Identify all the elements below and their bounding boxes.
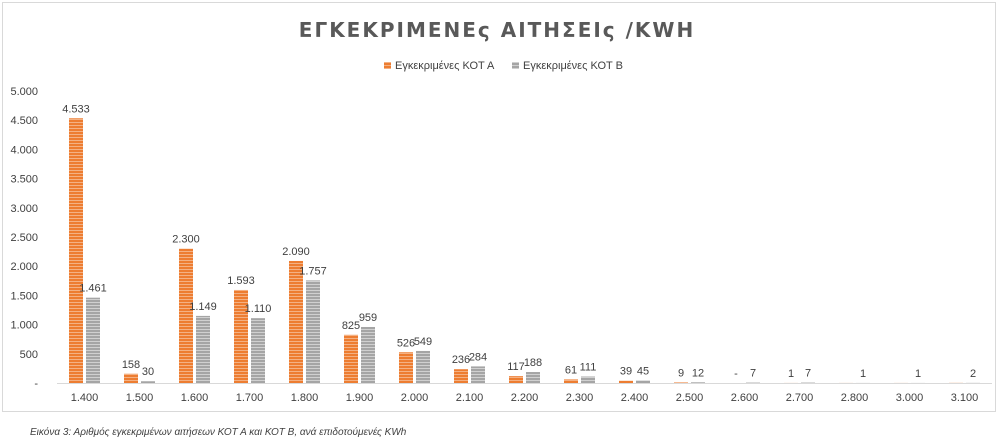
bar-series-b	[141, 381, 155, 383]
chart-frame	[2, 2, 996, 412]
x-axis: 1.400 1.500 1.600 1.700 1.800 1.900 2.000 2.100…	[57, 383, 992, 404]
x-tick-label: 1.600	[181, 392, 209, 404]
y-tick-label: -	[34, 378, 38, 390]
data-label-series-b: 7	[805, 368, 811, 380]
y-tick-label: 1.500	[10, 290, 38, 302]
bar-series-b	[636, 380, 650, 383]
bar-series-b	[416, 350, 430, 383]
bar-series-b	[471, 366, 485, 383]
data-label-series-a: 39	[620, 366, 632, 378]
bar-series-b	[691, 382, 705, 383]
x-tick-label: 1.900	[346, 392, 374, 404]
data-label-series-b: 7	[750, 368, 756, 380]
x-tick-label: 2.800	[841, 392, 869, 404]
data-label-series-b: 45	[637, 365, 649, 377]
x-tick-label: 1.400	[71, 392, 99, 404]
bar-series-a	[454, 369, 468, 383]
data-label-series-b: 1	[915, 368, 921, 380]
y-tick-label: 2.500	[10, 232, 38, 244]
y-tick-label: 4.000	[10, 144, 38, 156]
data-label-series-b: 1	[860, 368, 866, 380]
y-tick-label: 4.500	[10, 115, 38, 127]
data-label-series-b: 1.757	[299, 265, 327, 277]
y-tick-label: 3.000	[10, 203, 38, 215]
data-label-series-a: 1	[788, 368, 794, 380]
data-label-series-a: 526	[397, 337, 415, 349]
x-tick-label: 2.300	[566, 392, 594, 404]
data-label-series-a: 2.300	[172, 234, 200, 246]
bar-series-b	[196, 315, 210, 383]
data-label-series-b: 30	[142, 366, 154, 378]
x-tick-label: 1.500	[126, 392, 154, 404]
y-axis: - 500 1.000 1.500 2.000 2.500 3.000 3.500 4.000 4…	[10, 86, 38, 390]
data-label-series-b: 2	[970, 368, 976, 380]
bar-series-b	[306, 280, 320, 383]
bar-series-a	[674, 382, 688, 383]
legend-label-series-a: Εγκεκριμένες ΚΟΤ Α	[395, 60, 495, 72]
x-tick-label: 2.200	[511, 392, 539, 404]
x-tick-label: 2.100	[456, 392, 484, 404]
y-tick-label: 3.500	[10, 174, 38, 186]
chart-title: ΕΓΚΕΚΡΙΜΕΝΕς ΑΙΤΗΣΕΙς /KWH	[299, 18, 695, 42]
data-label-series-b: 549	[414, 336, 432, 348]
bar-series-a	[399, 352, 413, 383]
bar-series-b	[251, 318, 265, 383]
y-tick-label: 5.000	[10, 86, 38, 98]
x-tick-label: 2.500	[676, 392, 704, 404]
data-label-series-b: 1.461	[79, 283, 107, 295]
bar-series-a	[619, 380, 633, 383]
data-label-series-a: -	[734, 368, 738, 380]
bar-series-a	[124, 373, 138, 383]
data-label-series-b: 1.149	[189, 301, 217, 313]
y-tick-label: 2.000	[10, 261, 38, 273]
bars	[69, 118, 980, 383]
legend-swatch-series-b	[512, 62, 519, 69]
bar-series-a	[69, 118, 83, 383]
data-label-series-b: 12	[692, 367, 704, 379]
data-label-series-a: 61	[565, 364, 577, 376]
bar-series-b	[526, 372, 540, 383]
data-label-series-a: 9	[678, 367, 684, 379]
data-label-series-a: 1.593	[227, 275, 255, 287]
data-label-series-a: 158	[122, 359, 140, 371]
y-tick-label: 1.000	[10, 320, 38, 332]
legend-label-series-b: Εγκεκριμένες ΚΟΤ Β	[523, 60, 623, 72]
data-label-series-b: 188	[524, 357, 542, 369]
x-tick-label: 2.400	[621, 392, 649, 404]
bar-series-a	[344, 334, 358, 383]
figure-caption: Εικόνα 3: Αριθμός εγκεκριμένων αιτήσεων …	[30, 427, 407, 438]
x-tick-label: 3.100	[951, 392, 979, 404]
data-label-series-a: 2.090	[282, 246, 310, 258]
data-label-series-b: 111	[580, 362, 597, 374]
bar-series-a	[289, 260, 303, 383]
bar-series-b	[86, 297, 100, 383]
x-tick-label: 2.700	[786, 392, 814, 404]
data-label-series-b: 284	[469, 351, 487, 363]
bar-series-a	[509, 376, 523, 383]
x-tick-label: 3.000	[896, 392, 924, 404]
bar-series-b	[361, 326, 375, 383]
bar-series-a	[234, 289, 248, 383]
legend-swatch-series-a	[384, 62, 391, 69]
data-label-series-b: 959	[359, 312, 377, 324]
x-tick-label: 1.700	[236, 392, 264, 404]
data-label-series-a: 236	[452, 354, 470, 366]
data-label-series-b: 1.110	[245, 303, 272, 315]
x-tick-label: 1.800	[291, 392, 319, 404]
x-tick-label: 2.600	[731, 392, 759, 404]
data-label-series-a: 4.533	[62, 103, 90, 115]
bar-series-b	[581, 376, 595, 383]
data-label-series-a: 117	[507, 361, 525, 373]
x-tick-label: 2.000	[401, 392, 429, 404]
legend: Εγκεκριμένες ΚΟΤ Α Εγκεκριμένες ΚΟΤ Β	[384, 60, 623, 72]
bar-series-a	[179, 248, 193, 383]
y-tick-label: 500	[20, 349, 38, 361]
bar-series-a	[564, 379, 578, 383]
data-label-series-a: 825	[342, 320, 360, 332]
